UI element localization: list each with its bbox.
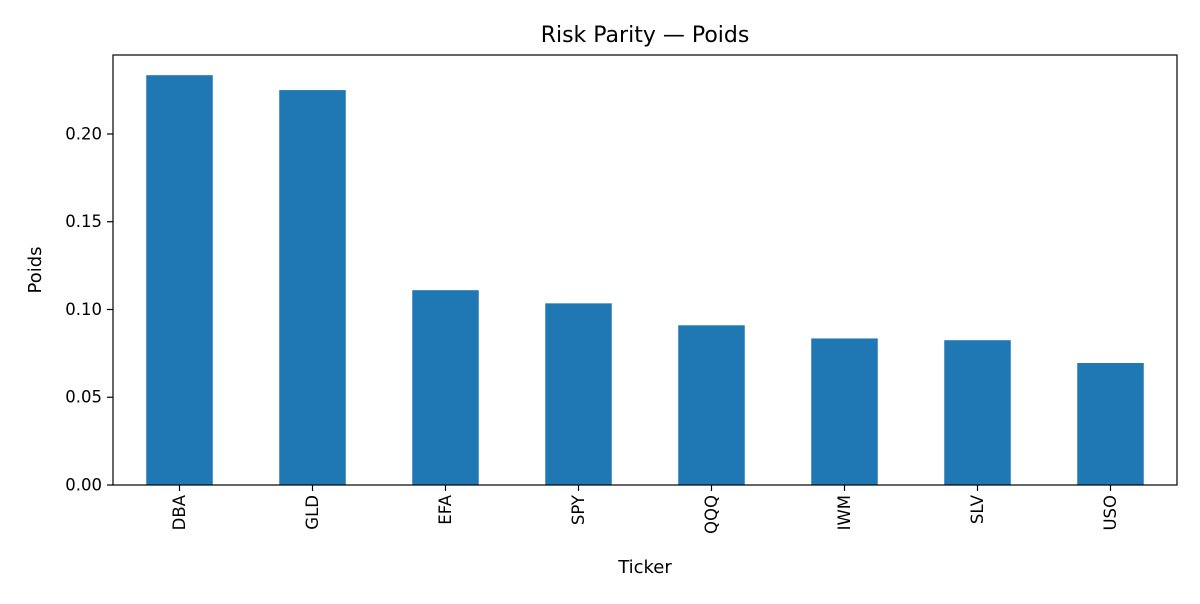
bar-efa xyxy=(412,290,479,485)
x-tick-label: IWM xyxy=(835,495,854,530)
bar-gld xyxy=(279,90,346,485)
y-tick-label: 0.15 xyxy=(65,212,102,231)
x-tick-label: SPY xyxy=(569,494,588,525)
bar-spy xyxy=(545,303,612,485)
y-tick-label: 0.05 xyxy=(65,388,102,407)
bar-uso xyxy=(1077,363,1144,485)
x-tick-label: QQQ xyxy=(702,495,721,534)
y-tick-label: 0.20 xyxy=(65,124,102,143)
x-tick-label: USO xyxy=(1101,495,1120,531)
bar-qqq xyxy=(678,325,745,485)
x-axis-ticks: DBA GLD EFA SPY QQQ IWM SLV USO xyxy=(170,485,1120,534)
x-tick-label: SLV xyxy=(968,494,987,524)
y-axis-label: Poids xyxy=(25,246,46,293)
x-axis-label: Ticker xyxy=(617,557,672,578)
x-tick-label: DBA xyxy=(170,494,189,530)
bar-slv xyxy=(944,340,1011,485)
bars-group xyxy=(146,75,1144,486)
x-tick-label: EFA xyxy=(436,494,455,524)
x-tick-label: GLD xyxy=(303,495,322,530)
y-axis-ticks: 0.00 0.05 0.10 0.15 0.20 xyxy=(65,124,113,495)
plot-frame xyxy=(112,54,1178,486)
y-tick-label: 0.00 xyxy=(65,476,102,495)
bar-iwm xyxy=(811,338,878,485)
chart-title: Risk Parity — Poids xyxy=(541,23,750,48)
bar-dba xyxy=(146,75,213,486)
y-tick-label: 0.10 xyxy=(65,300,102,319)
